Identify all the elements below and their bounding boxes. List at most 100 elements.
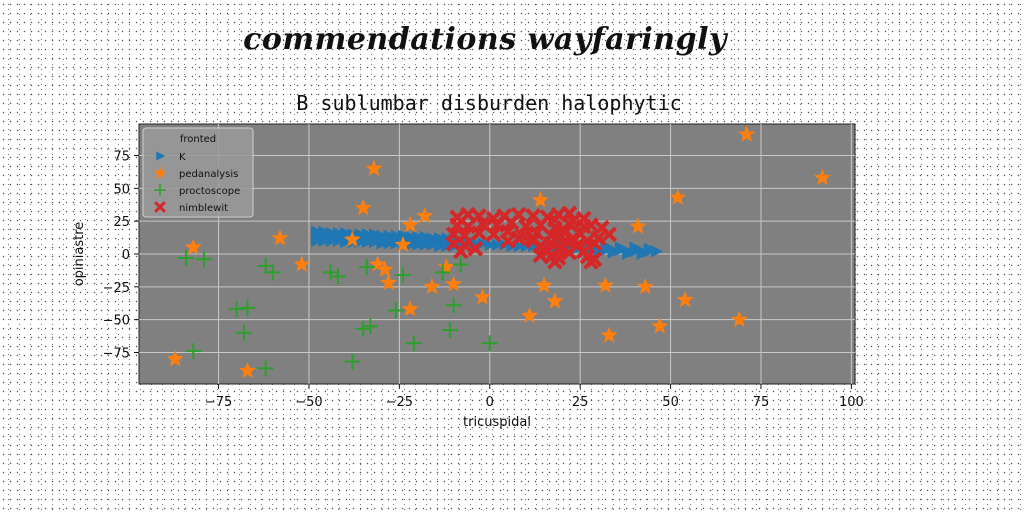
data-point <box>730 310 748 327</box>
y-tick-label: 0 <box>122 248 130 263</box>
legend-label-nimblewit: nimblewit <box>179 203 228 214</box>
data-point <box>257 360 274 377</box>
series-pedanalysis <box>166 125 832 379</box>
data-point <box>629 217 647 234</box>
y-axis-label: opiniastre <box>72 222 87 287</box>
data-point <box>485 210 502 227</box>
data-point <box>196 251 213 268</box>
data-point <box>434 240 447 253</box>
data-point <box>423 277 441 295</box>
legend-marker-nimblewit <box>154 201 166 213</box>
legend-title: fronted <box>180 134 216 145</box>
data-point <box>586 235 603 252</box>
data-point <box>535 276 553 293</box>
data-point <box>369 228 382 241</box>
data-point <box>467 240 484 257</box>
data-point <box>554 222 570 239</box>
data-point <box>586 251 603 268</box>
data-point <box>361 236 374 249</box>
data-point <box>547 212 563 228</box>
data-point <box>264 264 281 281</box>
data-point <box>471 225 487 241</box>
data-point <box>460 206 476 223</box>
data-point <box>456 236 473 253</box>
data-point <box>525 230 541 247</box>
data-point <box>184 238 202 255</box>
data-point <box>419 230 432 243</box>
data-point <box>257 257 274 274</box>
y-tick-label: −75 <box>103 346 130 361</box>
x-tick-label: 75 <box>753 395 770 410</box>
data-point <box>376 229 389 242</box>
data-point <box>185 343 202 360</box>
data-point <box>601 226 617 243</box>
data-point <box>166 350 184 367</box>
legend-marker-K <box>156 151 166 161</box>
data-point <box>405 238 418 251</box>
data-point <box>445 297 462 314</box>
page-title: commendations wayfaringly <box>243 22 727 57</box>
data-point <box>546 292 564 309</box>
data-point <box>484 238 497 251</box>
data-point <box>477 237 490 250</box>
series-proctoscope <box>178 249 498 377</box>
x-tick-label: −50 <box>295 395 322 410</box>
data-point <box>235 324 252 341</box>
data-point <box>358 259 375 276</box>
data-point <box>318 234 331 247</box>
data-point <box>426 238 439 251</box>
data-point <box>344 353 361 370</box>
data-point <box>369 255 387 272</box>
legend-box <box>142 127 254 218</box>
data-point <box>636 277 654 295</box>
data-point <box>600 326 618 343</box>
legend-label-K: K <box>179 152 186 163</box>
data-point <box>500 233 516 249</box>
data-point <box>329 268 346 285</box>
data-point <box>397 229 410 242</box>
data-point <box>343 230 361 247</box>
legend-marker-pedanalysis <box>153 166 167 179</box>
x-tick-label: 100 <box>839 395 864 410</box>
data-point <box>520 306 539 323</box>
data-point <box>651 317 669 334</box>
x-tick-label: 0 <box>486 395 494 410</box>
data-point <box>332 226 345 239</box>
data-point <box>383 237 396 250</box>
data-point <box>369 236 382 249</box>
data-point <box>394 235 412 253</box>
data-point <box>513 240 526 253</box>
data-point <box>325 234 338 247</box>
y-tick-label: 75 <box>113 150 130 165</box>
legend-label-pedanalysis: pedanalysis <box>179 169 238 180</box>
data-point <box>445 275 463 292</box>
data-point <box>228 301 245 318</box>
data-point <box>596 276 615 293</box>
data-point <box>178 249 195 266</box>
data-point <box>401 300 419 317</box>
data-point <box>737 125 756 142</box>
data-point <box>419 238 432 251</box>
x-axis-label: tricuspidal <box>463 415 531 430</box>
data-point <box>311 234 324 247</box>
data-point <box>510 230 527 247</box>
data-point <box>481 335 498 352</box>
data-point <box>643 242 656 255</box>
data-point <box>271 229 289 246</box>
data-point <box>383 229 396 242</box>
data-point <box>322 264 339 281</box>
data-point <box>441 240 454 253</box>
data-point <box>492 238 504 251</box>
data-point <box>340 226 353 239</box>
data-point <box>318 225 331 238</box>
data-point <box>434 264 451 281</box>
data-point <box>575 210 592 227</box>
data-point <box>376 260 394 278</box>
chart-title: B sublumbar disburden halophytic <box>296 91 681 115</box>
data-point <box>340 236 353 249</box>
data-point <box>390 229 403 242</box>
y-tick-label: −25 <box>103 281 130 296</box>
data-point <box>473 288 492 305</box>
y-tick-label: 25 <box>113 215 130 230</box>
